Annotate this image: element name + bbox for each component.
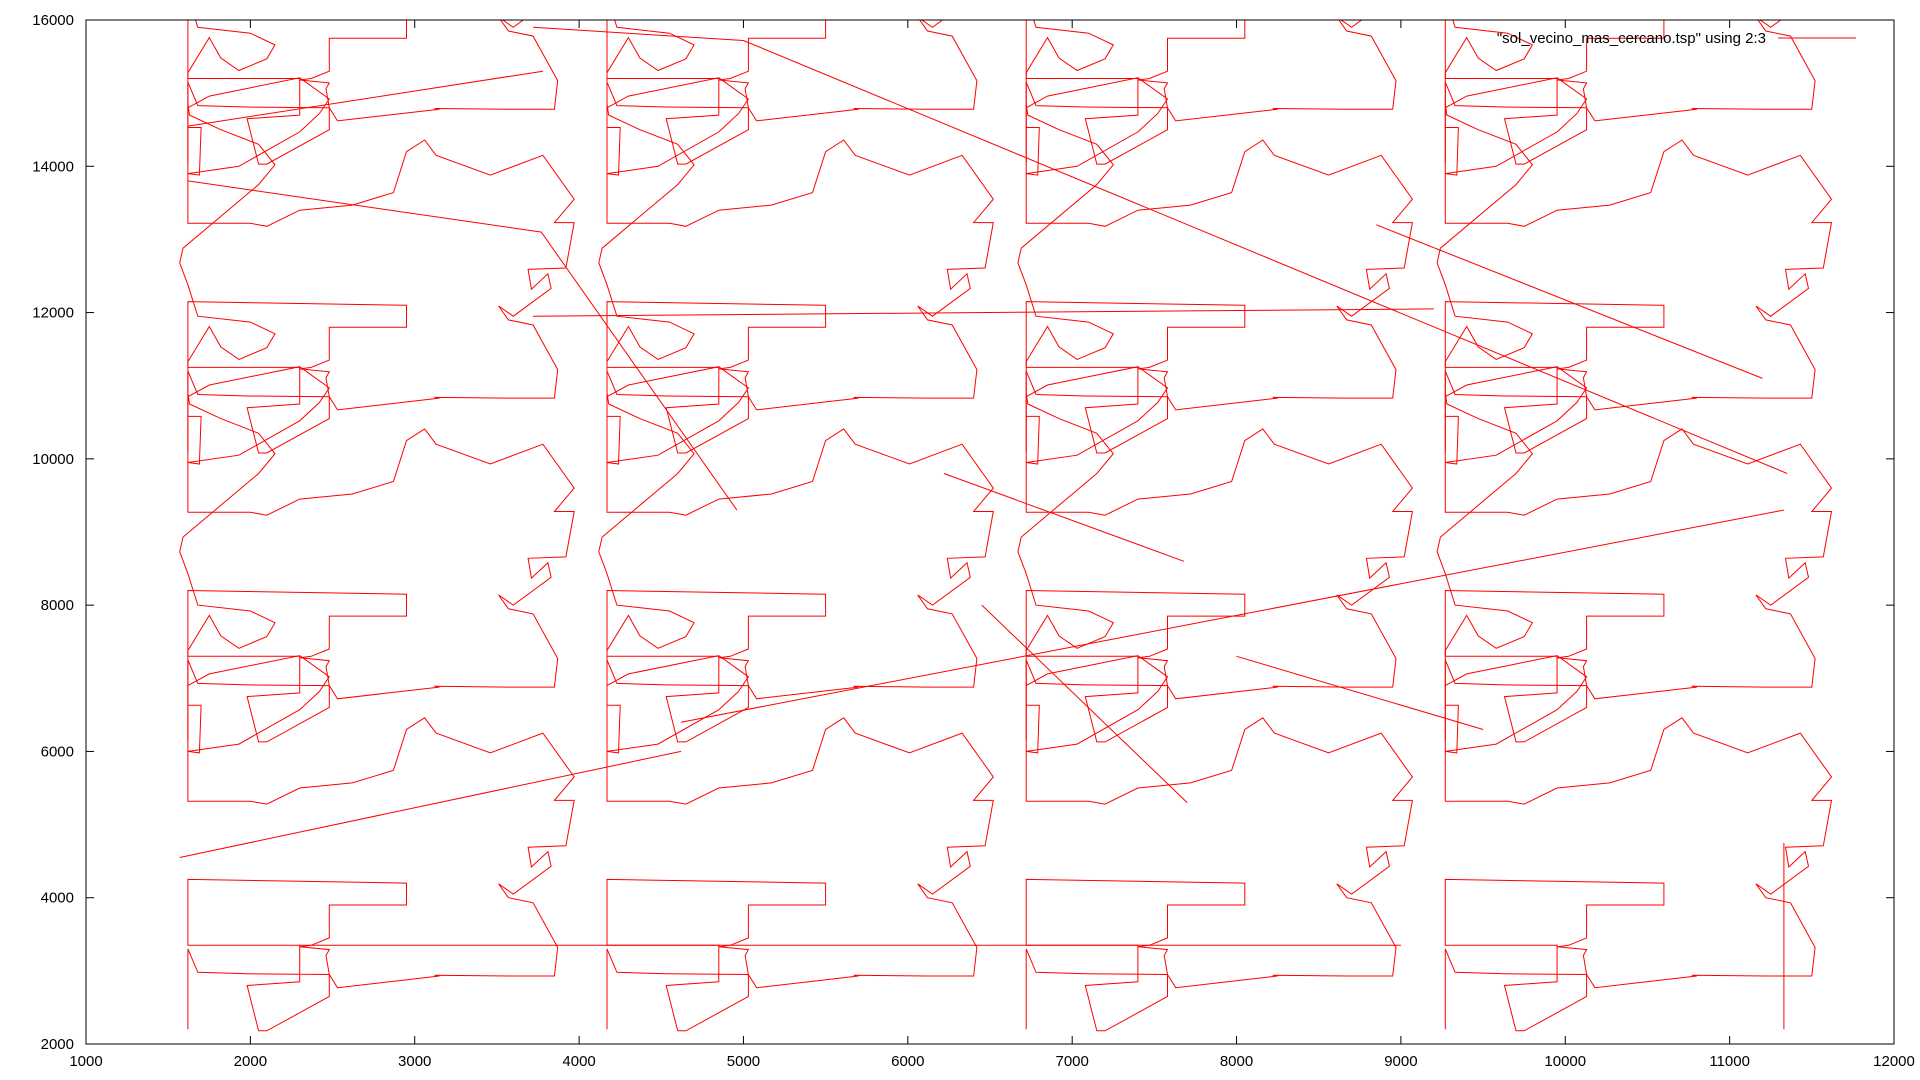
x-tick-label: 10000 bbox=[1544, 1053, 1586, 1070]
tour-block-2 bbox=[1017, 392, 1414, 1032]
tour-jump-5 bbox=[680, 509, 1784, 723]
x-tick-label: 7000 bbox=[1055, 1053, 1088, 1070]
y-tick-label: 16000 bbox=[32, 12, 74, 29]
x-tick-label: 9000 bbox=[1384, 1053, 1417, 1070]
x-tick-label: 5000 bbox=[727, 1053, 760, 1070]
y-tick-label: 2000 bbox=[41, 1036, 74, 1053]
tour-jump-9 bbox=[1236, 655, 1484, 730]
x-tick-label: 4000 bbox=[562, 1053, 595, 1070]
tour-jump-11 bbox=[1376, 224, 1763, 379]
tour-block-11 bbox=[1444, 20, 1833, 454]
x-axis: 1000 2000 3000 4000 5000 6000 7000 8000 9000 1000… bbox=[69, 20, 1915, 1070]
y-axis: 2000 4000 6000 8000 10000 12000 14000 16000 bbox=[32, 12, 1894, 1053]
tour-block-13 bbox=[606, 20, 978, 165]
tour-block-6 bbox=[1017, 104, 1414, 743]
x-tick-label: 2000 bbox=[234, 1053, 267, 1070]
tour-block-10 bbox=[1025, 20, 1414, 454]
series-line-0 bbox=[179, 392, 575, 1032]
tour-block-3 bbox=[1436, 392, 1833, 1032]
y-tick-label: 8000 bbox=[41, 597, 74, 614]
y-tick-label: 6000 bbox=[41, 743, 74, 760]
x-tick-label: 6000 bbox=[891, 1053, 924, 1070]
legend-label: "sol_vecino_mas_cercano.tsp" using 2:3 bbox=[1497, 30, 1766, 47]
tour-block-8 bbox=[187, 20, 575, 454]
tour-block-15 bbox=[1444, 20, 1816, 165]
tour-block-7 bbox=[1436, 104, 1833, 743]
x-tick-label: 8000 bbox=[1220, 1053, 1253, 1070]
tour-jump-0 bbox=[187, 70, 543, 127]
tour-block-14 bbox=[1025, 20, 1397, 165]
tour-block-9 bbox=[606, 20, 994, 454]
legend: "sol_vecino_mas_cercano.tsp" using 2:3 bbox=[1497, 30, 1856, 47]
tour-jump-4 bbox=[179, 750, 682, 858]
tour-layer bbox=[179, 20, 1833, 1032]
tour-jump-8 bbox=[981, 604, 1188, 803]
y-tick-label: 12000 bbox=[32, 305, 74, 322]
tour-jump-1 bbox=[187, 180, 738, 511]
x-tick-label: 12000 bbox=[1873, 1053, 1915, 1070]
tour-block-5 bbox=[598, 104, 994, 743]
plot-frame bbox=[85, 19, 1895, 1045]
tour-jump-6 bbox=[943, 473, 1185, 562]
y-tick-label: 14000 bbox=[32, 158, 74, 175]
tour-block-1 bbox=[598, 392, 994, 1032]
tour-jump-3 bbox=[533, 308, 1434, 317]
x-tick-label: 3000 bbox=[398, 1053, 431, 1070]
tour-jump-2 bbox=[533, 26, 1788, 474]
tour-block-12 bbox=[187, 20, 559, 165]
y-tick-label: 10000 bbox=[32, 451, 74, 468]
tour-block-4 bbox=[179, 104, 575, 743]
y-tick-label: 4000 bbox=[41, 890, 74, 907]
x-tick-label: 1000 bbox=[69, 1053, 102, 1070]
x-tick-label: 11000 bbox=[1709, 1053, 1750, 1070]
